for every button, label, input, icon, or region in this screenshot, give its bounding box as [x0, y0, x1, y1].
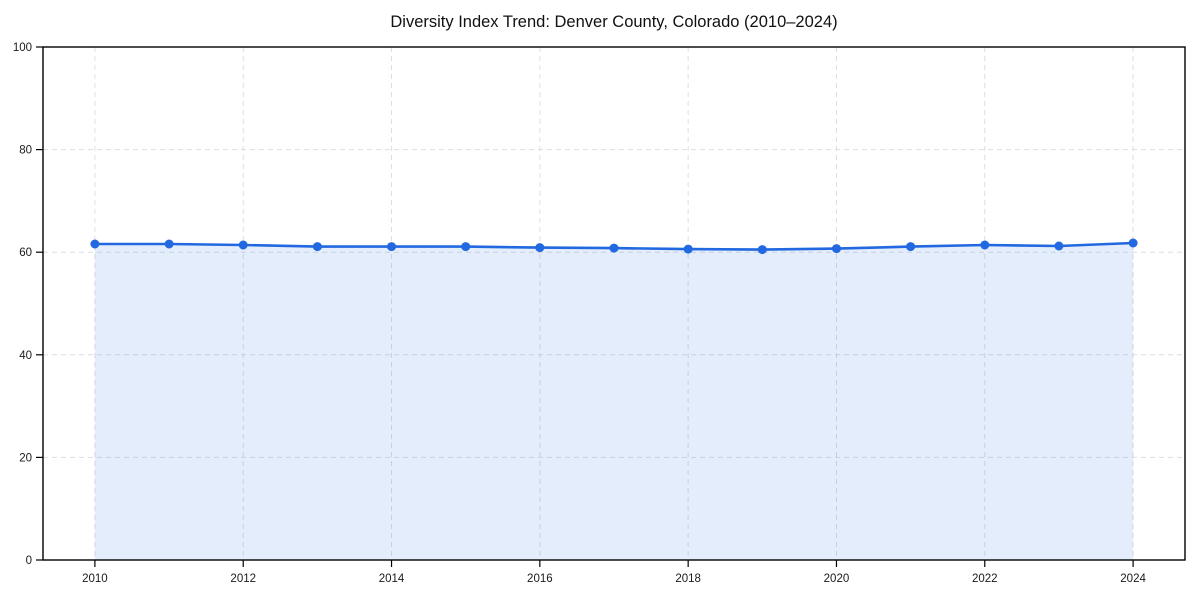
y-axis-tick-label: 80 [19, 145, 32, 157]
data-point-marker [90, 239, 100, 249]
y-axis-tick-label: 100 [13, 42, 32, 54]
y-axis-tick-label: 0 [26, 555, 32, 567]
x-axis-tick-label: 2024 [1120, 573, 1146, 585]
data-point-marker [906, 242, 916, 252]
x-axis-tick-label: 2016 [527, 573, 553, 585]
data-point-marker [461, 242, 471, 252]
data-point-marker [609, 243, 619, 253]
data-point-marker [1054, 241, 1064, 251]
y-axis-tick-label: 20 [19, 452, 32, 464]
data-point-marker [312, 242, 322, 252]
area-fill [94, 243, 1134, 560]
x-axis-tick-label: 2018 [675, 573, 701, 585]
data-point-marker [683, 244, 693, 254]
x-axis-tick-label: 2010 [82, 573, 108, 585]
data-point-marker [980, 240, 990, 250]
data-point-marker [238, 240, 248, 250]
plot-border [42, 46, 1186, 561]
x-axis-tick-label: 2012 [230, 573, 256, 585]
data-point-marker [1128, 238, 1138, 248]
data-point-marker [164, 239, 174, 249]
y-axis-tick-label: 60 [19, 247, 32, 259]
data-point-marker [387, 242, 396, 252]
x-axis-tick-label: 2014 [379, 573, 405, 585]
data-point-marker [832, 244, 841, 254]
y-axis-tick-label: 40 [19, 350, 32, 362]
data-point-marker [757, 245, 767, 255]
x-axis-tick-label: 2020 [824, 573, 850, 585]
chart-title: Diversity Index Trend: Denver County, Co… [390, 13, 838, 31]
data-point-marker [535, 243, 545, 253]
x-axis-tick-label: 2022 [972, 573, 998, 585]
